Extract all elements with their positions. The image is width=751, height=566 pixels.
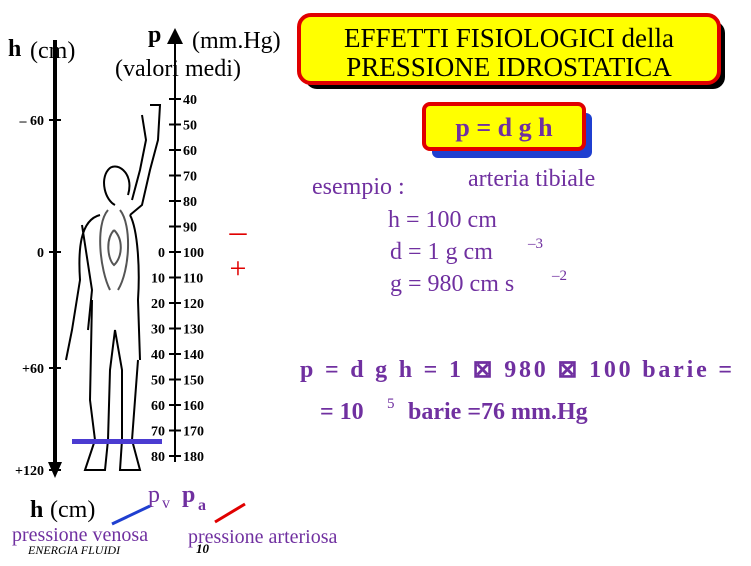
pv-sub: v bbox=[162, 495, 170, 512]
arterial-value: 50 bbox=[183, 119, 197, 134]
minus-sign: – bbox=[229, 213, 248, 250]
result-line: p = d g h = 1 ⊠ 980 ⊠ 100 barie = bbox=[300, 357, 732, 383]
venous-value: 30 bbox=[151, 323, 165, 338]
title-line: EFFETTI FISIOLOGICI della bbox=[344, 23, 674, 53]
arterial-label: pressione arteriosa bbox=[188, 526, 338, 548]
axis-arrow bbox=[167, 28, 183, 44]
arterial-value: 150 bbox=[183, 374, 204, 389]
example-g: g = 980 cm s bbox=[390, 271, 514, 297]
h-label: h bbox=[8, 36, 21, 62]
arterial-value: 90 bbox=[183, 221, 197, 236]
example-d: d = 1 g cm bbox=[390, 239, 493, 265]
arterial-value: 40 bbox=[183, 93, 197, 108]
venous-value: 80 bbox=[151, 450, 165, 465]
pa-label: p bbox=[182, 482, 195, 508]
arterial-value: 80 bbox=[183, 195, 197, 210]
arterial-value: 110 bbox=[183, 272, 203, 287]
pointer bbox=[214, 502, 246, 524]
height-label: 0 bbox=[37, 246, 44, 261]
height-label: – 60 bbox=[19, 114, 45, 129]
venous-value: 70 bbox=[151, 425, 165, 440]
pointer bbox=[111, 504, 151, 526]
venous-value: 40 bbox=[151, 348, 165, 363]
p-label: p bbox=[148, 22, 161, 48]
human-figure bbox=[65, 104, 162, 471]
p-note: (valori medi) bbox=[115, 56, 241, 82]
exponent: –2 bbox=[551, 268, 567, 284]
arterial-value: 70 bbox=[183, 170, 197, 185]
pv-label: p bbox=[148, 482, 160, 508]
h-unit: (cm) bbox=[30, 38, 75, 64]
arterial-value: 140 bbox=[183, 348, 204, 363]
venous-value: 0 bbox=[158, 246, 165, 261]
example-site: arteria tibiale bbox=[468, 166, 595, 192]
example-label: esempio : bbox=[312, 174, 405, 200]
arterial-value: 100 bbox=[183, 246, 204, 261]
pa-sub: a bbox=[198, 497, 206, 514]
h-footer: h bbox=[30, 497, 43, 523]
exponent: –3 bbox=[527, 236, 543, 252]
arterial-value: 170 bbox=[183, 425, 204, 440]
venous-value: 50 bbox=[151, 374, 165, 389]
h-footer-unit: (cm) bbox=[50, 497, 95, 523]
arterial-value: 60 bbox=[183, 144, 197, 159]
result-line: barie =76 mm.Hg bbox=[408, 399, 588, 425]
exponent: 5 bbox=[387, 396, 395, 412]
venous-value: 10 bbox=[151, 272, 165, 287]
formula-box bbox=[422, 102, 586, 151]
venous-label: pressione venosa bbox=[12, 524, 148, 546]
level-bar bbox=[72, 439, 162, 444]
height-label: +60 bbox=[22, 362, 44, 377]
page-number: 10 bbox=[196, 541, 210, 556]
example-h: h = 100 cm bbox=[388, 207, 497, 233]
arterial-value: 130 bbox=[183, 323, 204, 338]
title-box bbox=[297, 13, 721, 85]
plus-sign: + bbox=[230, 252, 247, 285]
arterial-value: 160 bbox=[183, 399, 204, 414]
venous-value: 20 bbox=[151, 297, 165, 312]
height-label: +120 bbox=[15, 464, 44, 479]
arterial-value: 120 bbox=[183, 297, 204, 312]
p-unit: (mm.Hg) bbox=[192, 28, 281, 54]
arterial-value: 180 bbox=[183, 450, 204, 465]
result-line: = 10 bbox=[320, 399, 364, 425]
course-footer: ENERGIA FLUIDI bbox=[27, 543, 121, 557]
formula: p = d g h bbox=[455, 113, 553, 142]
title-line: PRESSIONE IDROSTATICA bbox=[346, 52, 672, 82]
venous-value: 60 bbox=[151, 399, 165, 414]
